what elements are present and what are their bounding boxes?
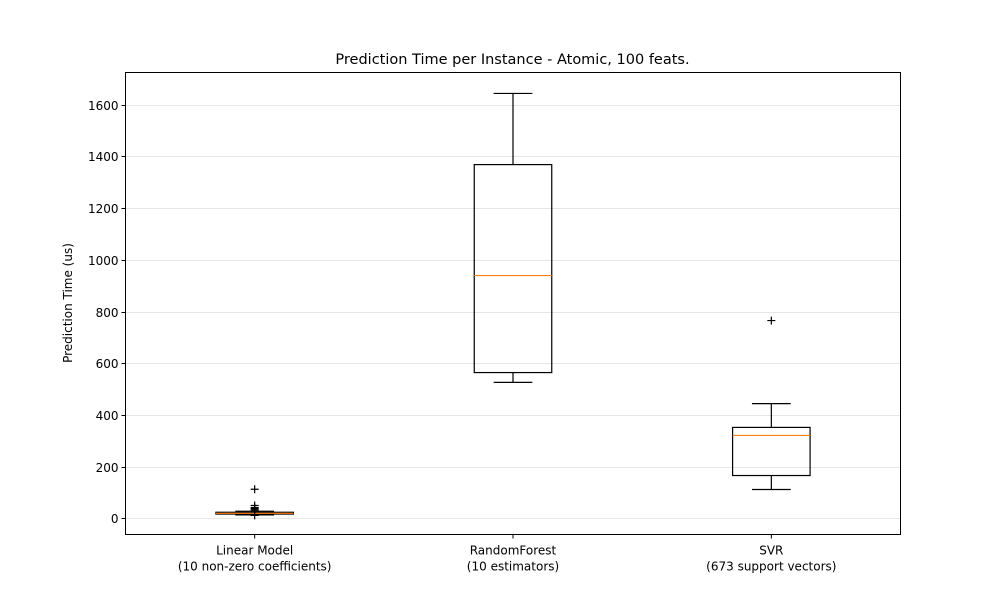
y-tick-label: 0	[111, 512, 119, 526]
box	[731, 426, 811, 477]
x-tick-sublabel: (10 estimators)	[467, 560, 559, 574]
grid-lines	[125, 105, 901, 519]
y-tick-label: 400	[96, 409, 119, 423]
x-ticks: Linear Model (10 non-zero coefficients) Ra…	[178, 534, 836, 574]
plus-icon	[250, 485, 259, 494]
x-tick-label: RandomForest	[470, 544, 557, 558]
plus-icon	[250, 501, 259, 510]
chart-title: Prediction Time per Instance - Atomic, 1…	[335, 52, 689, 68]
outlier-marker	[250, 501, 259, 510]
x-tick-sublabel: (673 support vectors)	[706, 560, 836, 574]
y-axis-label: Prediction Time (us)	[61, 243, 75, 363]
y-tick-label: 1000	[88, 254, 119, 268]
boxes	[215, 92, 811, 520]
plus-icon	[767, 316, 776, 325]
outlier-marker	[767, 316, 776, 325]
outlier-marker	[250, 485, 259, 494]
y-ticks: 0 200 400 600 800 1000 1200 1400 1600	[88, 99, 126, 526]
x-tick-label: Linear Model	[216, 544, 293, 558]
box	[473, 163, 553, 374]
y-tick-label: 800	[96, 306, 119, 320]
y-tick-label: 600	[96, 357, 119, 371]
y-tick-label: 200	[96, 461, 119, 475]
x-tick-sublabel: (10 non-zero coefficients)	[178, 560, 332, 574]
y-tick-label: 1200	[88, 202, 119, 216]
y-tick-label: 1600	[88, 99, 119, 113]
y-tick-label: 1400	[88, 150, 119, 164]
x-tick-label: SVR	[759, 544, 783, 558]
